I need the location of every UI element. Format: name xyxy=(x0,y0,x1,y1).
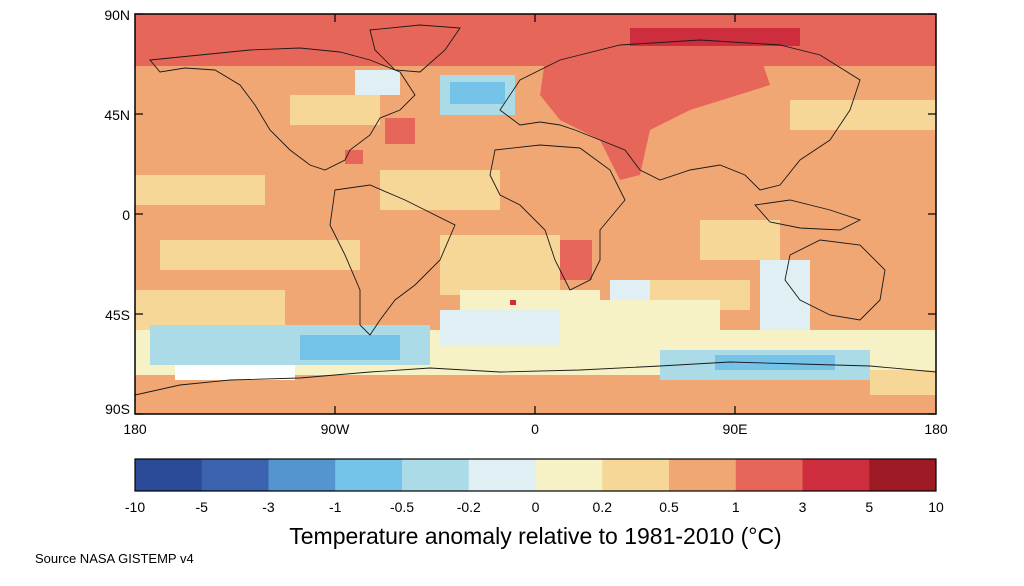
eurasia-coast xyxy=(499,39,861,191)
colorbar-tick-label: -5 xyxy=(196,499,209,515)
colorbar-swatch xyxy=(869,459,937,491)
colorbar-tick-label: -3 xyxy=(262,499,275,515)
north-america-coast xyxy=(149,47,416,171)
lon-label-180e: 180 xyxy=(924,421,948,437)
colorbar-swatch xyxy=(201,459,269,491)
colorbar-tick-label: 3 xyxy=(799,499,807,515)
colorbar-tick-label: -10 xyxy=(125,499,145,515)
colorbar-swatch xyxy=(135,459,203,491)
source-note: Source NASA GISTEMP v4 xyxy=(35,551,194,566)
colorbar-labels: -10 -5 -3 -1 -0.5 -0.2 0 0.2 0.5 1 3 5 10 xyxy=(125,499,944,515)
lat-label-0: 0 xyxy=(122,207,130,223)
colorbar-tick-label: 5 xyxy=(865,499,873,515)
lon-label-90w: 90W xyxy=(321,421,351,437)
anomaly-field xyxy=(135,14,936,414)
lat-label-90s: 90S xyxy=(105,401,130,417)
lon-label-90e: 90E xyxy=(723,421,748,437)
colorbar-tick-label: -1 xyxy=(329,499,342,515)
antarctica-coast xyxy=(135,361,936,396)
colorbar-swatch xyxy=(735,459,803,491)
lon-label-180w: 180 xyxy=(123,421,147,437)
axis-ticks xyxy=(135,13,936,415)
colorbar-swatch xyxy=(335,459,403,491)
colorbar-tick-label: 0 xyxy=(532,499,540,515)
colorbar-tick-label: 0.2 xyxy=(593,499,613,515)
colorbar-tick-label: -0.5 xyxy=(390,499,414,515)
colorbar-swatch xyxy=(268,459,336,491)
colorbar-tick-label: 0.5 xyxy=(659,499,679,515)
cell-patches xyxy=(135,14,936,414)
colorbar-tick-label: -0.2 xyxy=(457,499,481,515)
lat-label-45s: 45S xyxy=(105,307,130,323)
colorbar-swatch xyxy=(535,459,603,491)
africa-coast xyxy=(489,144,626,291)
colorbar-swatch xyxy=(602,459,670,491)
colorbar-swatch xyxy=(669,459,737,491)
south-america-coast xyxy=(329,184,456,336)
colorbar-swatch xyxy=(468,459,536,491)
lat-label-45n: 45N xyxy=(104,107,130,123)
colorbar-swatch xyxy=(802,459,870,491)
colorbar xyxy=(135,459,937,491)
southeast-asia-coast xyxy=(754,199,862,231)
australia-coast xyxy=(784,239,886,321)
colorbar-tick-label: 10 xyxy=(928,499,944,515)
lon-label-0: 0 xyxy=(531,421,539,437)
lat-label-90n: 90N xyxy=(104,7,130,23)
colorbar-frame xyxy=(134,458,937,492)
colorbar-title: Temperature anomaly relative to 1981-201… xyxy=(289,523,782,549)
colorbar-tick-label: 1 xyxy=(732,499,740,515)
colorbar-swatch xyxy=(402,459,470,491)
greenland-coast xyxy=(369,24,461,73)
coastlines xyxy=(135,24,936,396)
